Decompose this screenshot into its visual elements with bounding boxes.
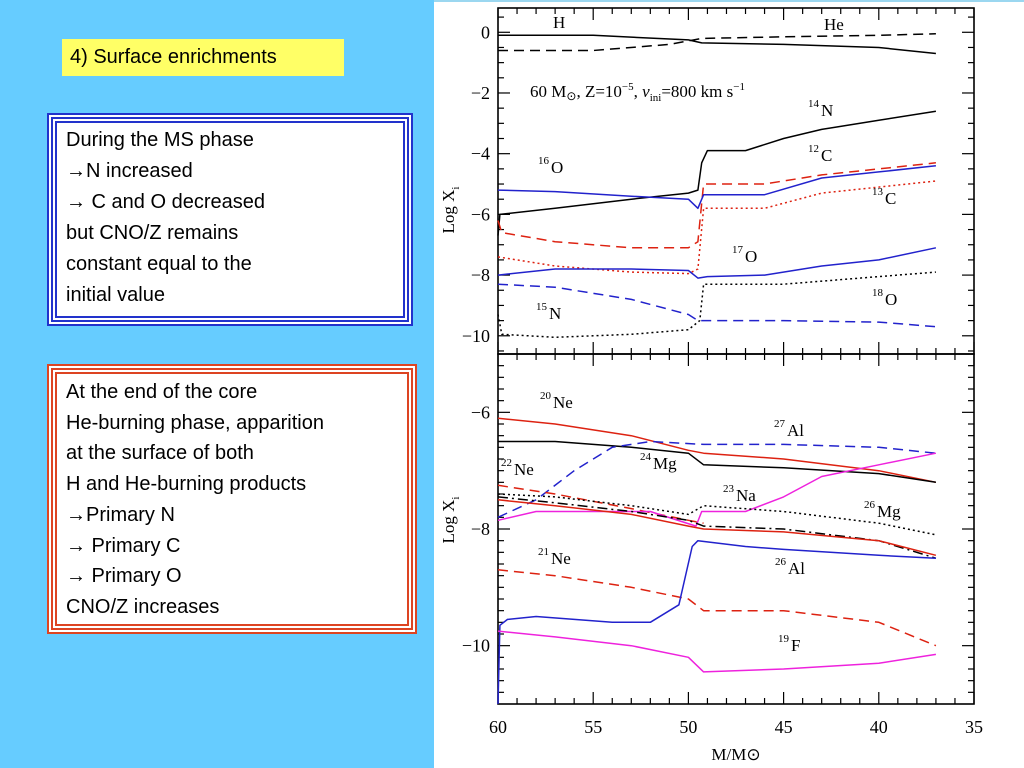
label-26Mg: Mg: [877, 502, 901, 521]
model-annotation: 60 M⊙, Z=10−5, vini=800 km s−1: [530, 81, 745, 104]
he-line: He-burning phase, apparition: [66, 411, 324, 434]
y-tick-label: −2: [471, 83, 490, 103]
ms-line: During the MS phase: [66, 129, 254, 151]
series-line-19f: [497, 630, 937, 673]
x-tick-label: 55: [584, 717, 602, 737]
plot-ticks: 60 55 50 45 40 35 0 −2 −4 −6 −8 −10 −6 −8 −10: [462, 8, 983, 737]
he-burning-text: At the end of the core He-burning phase,…: [66, 377, 324, 623]
y-axis-label-top: Log Xi: [439, 187, 462, 234]
series-line-17o: [497, 247, 937, 279]
y-tick-label: −10: [462, 636, 490, 656]
label-16O: O: [551, 158, 563, 177]
x-tick-label: 35: [965, 717, 983, 737]
series-line-26al: [497, 539, 936, 705]
abundance-plot-svg: 60 55 50 45 40 35 0 −2 −4 −6 −8 −10 −6 −8 −10 60 M⊙, Z…: [439, 7, 983, 764]
series-line-23na: [497, 452, 937, 527]
label-18O-mass: 18: [872, 287, 884, 299]
y-tick-label: 0: [481, 22, 490, 42]
label-20Ne: Ne: [553, 393, 573, 412]
y-axis-label-bottom: Log Xi: [439, 497, 462, 544]
he-line: →Primary N: [66, 503, 175, 526]
label-12C-mass: 12: [808, 143, 819, 155]
label-26Al: Al: [788, 559, 805, 578]
series-line-15n: [497, 271, 936, 339]
ms-line: → C and O decreased: [66, 191, 265, 213]
label-22Ne: Ne: [514, 460, 534, 479]
label-24Mg: Mg: [653, 454, 677, 473]
ms-line: initial value: [66, 284, 165, 306]
series-line-26mg: [497, 493, 937, 536]
series-line-18o: [497, 283, 936, 328]
top-edge-line: [434, 0, 1024, 2]
label-26Mg-mass: 26: [864, 499, 876, 511]
label-17O-mass: 17: [732, 244, 744, 256]
he-line: → Primary C: [66, 534, 181, 557]
label-19F: F: [791, 636, 800, 655]
he-line: at the surface of both: [66, 442, 254, 465]
ms-line: →N increased: [66, 160, 193, 182]
series-line-23na-red-: [497, 499, 937, 557]
label-23Na-mass: 23: [723, 483, 735, 495]
series-line-22ne: [497, 484, 704, 524]
label-21Ne-mass: 21: [538, 546, 549, 558]
series-line-24mg: [498, 440, 937, 484]
he-burning-panel: At the end of the core He-burning phase,…: [47, 364, 417, 634]
series-line-h: [498, 34, 936, 55]
label-20Ne-mass: 20: [540, 390, 552, 402]
ms-phase-panel: During the MS phase →N increased → C and…: [47, 113, 413, 326]
y-tick-label: −8: [471, 265, 490, 285]
label-23Na: Na: [736, 486, 756, 505]
label-13C-mass: 13: [872, 186, 884, 198]
ms-line: constant equal to the: [66, 253, 252, 275]
y-tick-label: −6: [471, 402, 490, 422]
x-tick-label: 40: [870, 717, 888, 737]
y-tick-label: −8: [471, 519, 490, 539]
label-14N: N: [821, 101, 833, 120]
x-axis-label: M/M⊙: [711, 745, 760, 764]
he-line: CNO/Z increases: [66, 595, 220, 618]
series-line-16o: [497, 165, 936, 210]
label-15N: N: [549, 304, 561, 323]
label-22Ne-mass: 22: [501, 457, 512, 469]
label-27Al: Al: [787, 421, 804, 440]
label-19F-mass: 19: [778, 633, 790, 645]
label-21Ne: Ne: [551, 549, 571, 568]
y-tick-label: −6: [471, 204, 490, 224]
label-13C: C: [885, 189, 896, 208]
series-line-21ne: [497, 569, 937, 647]
x-tick-label: 60: [489, 717, 507, 737]
label-26Al-mass: 26: [775, 556, 787, 568]
ms-line: but CNO/Z remains: [66, 222, 239, 244]
label-16O-mass: 16: [538, 155, 550, 167]
he-line: At the end of the core: [66, 381, 258, 403]
label-18O: O: [885, 290, 897, 309]
label-14N-mass: 14: [808, 98, 820, 110]
x-tick-label: 50: [679, 717, 697, 737]
he-line: H and He-burning products: [66, 473, 307, 496]
label-H: H: [553, 13, 565, 32]
ms-phase-text: During the MS phase →N increased → C and…: [66, 125, 265, 311]
series-line-27al: [497, 440, 936, 518]
x-tick-label: 45: [775, 717, 793, 737]
label-17O: O: [745, 247, 757, 266]
he-line: → Primary O: [66, 565, 182, 588]
label-24Mg-mass: 24: [640, 451, 652, 463]
label-27Al-mass: 27: [774, 418, 786, 430]
slide-title: 4) Surface enrichments: [70, 46, 277, 68]
series-line-14n: [497, 110, 937, 236]
y-tick-label: −10: [462, 326, 490, 346]
series-line-12c: [497, 162, 936, 249]
label-He: He: [824, 15, 844, 34]
label-12C: C: [821, 146, 832, 165]
top-panel-frame: [497, 7, 975, 355]
y-tick-label: −4: [471, 144, 490, 164]
series-line-he: [498, 33, 936, 52]
label-15N-mass: 15: [536, 301, 548, 313]
plot-frames: [497, 7, 975, 705]
slide-title-box: 4) Surface enrichments: [62, 39, 344, 76]
abundance-figure: 60 55 50 45 40 35 0 −2 −4 −6 −8 −10 −6 −8 −10 60 M⊙, Z…: [434, 0, 1024, 768]
plot-series: [497, 33, 937, 705]
